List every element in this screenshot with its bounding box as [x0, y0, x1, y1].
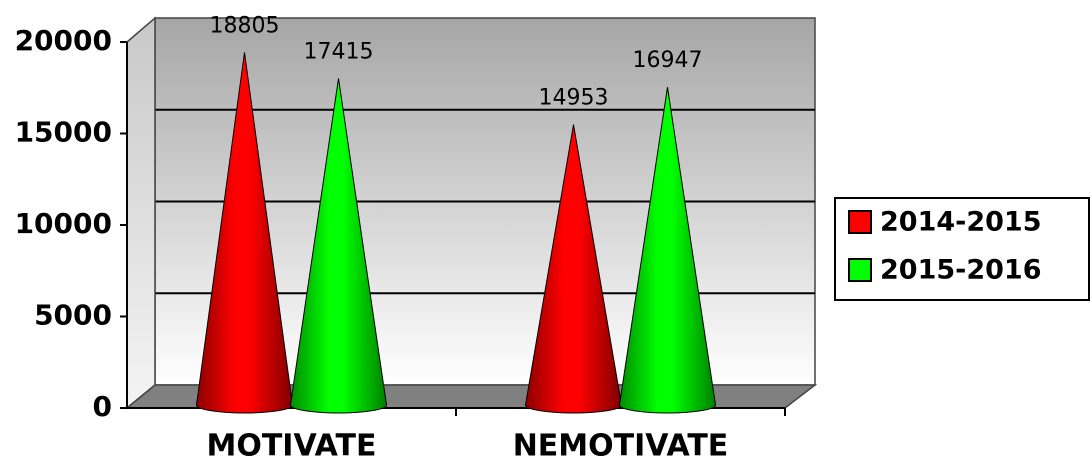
cone [618, 87, 717, 414]
cone [524, 124, 623, 414]
cone [195, 52, 294, 414]
y-tick-label: 0 [93, 390, 112, 423]
cone-shade [525, 124, 622, 413]
legend-swatch [848, 210, 872, 234]
data-label: 14953 [539, 86, 609, 111]
y-tick-label: 10000 [15, 207, 112, 240]
data-label: 17415 [304, 39, 374, 64]
cone-shade [619, 87, 716, 414]
y-tick-label: 20000 [15, 24, 112, 57]
y-tick-label: 15000 [15, 116, 112, 149]
legend [834, 197, 1090, 301]
cone-shade [196, 52, 293, 413]
x-tick-label: NEMOTIVATE [513, 429, 729, 464]
data-label: 18805 [210, 13, 280, 38]
side-wall [126, 16, 156, 410]
cone [289, 78, 388, 414]
data-label: 16947 [633, 48, 703, 73]
legend-swatch [848, 258, 872, 282]
cone-shade [290, 78, 387, 413]
legend-label: 2014-2015 [880, 207, 1042, 238]
x-tick-label: MOTIVATE [206, 429, 376, 464]
y-tick-label: 5000 [34, 299, 112, 332]
legend-label: 2015-2016 [880, 255, 1042, 286]
